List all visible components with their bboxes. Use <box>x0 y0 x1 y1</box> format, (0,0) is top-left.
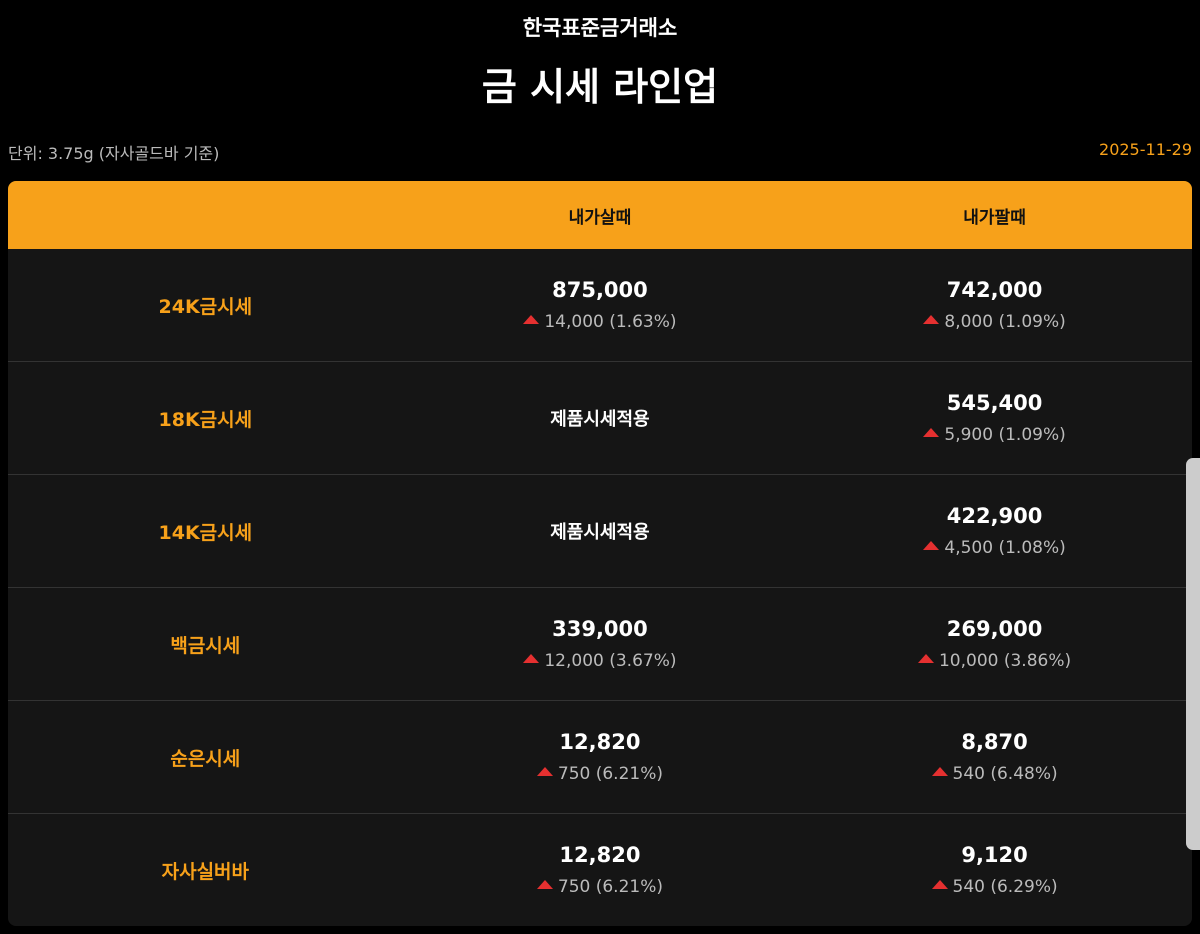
up-arrow-icon <box>931 767 948 776</box>
sell-change-value: 540 (6.29%) <box>952 877 1058 897</box>
up-arrow-icon <box>923 541 940 550</box>
sell-change: 540 (6.48%) <box>797 764 1192 784</box>
sell-cell: 545,400 5,900 (1.09%) <box>797 391 1192 445</box>
sell-change: 8,000 (1.09%) <box>797 312 1192 332</box>
buy-change-value: 12,000 (3.67%) <box>544 651 677 671</box>
unit-note: 단위: 3.75g (자사골드바 기준) <box>8 144 220 163</box>
up-arrow-icon <box>923 428 940 437</box>
row-label: 순은시세 <box>170 747 241 770</box>
table-row: 백금시세 339,000 12,000 (3.67%) 269,000 10,0… <box>8 587 1192 700</box>
company-name: 한국표준금거래소 <box>522 16 678 40</box>
buy-change-value: 750 (6.21%) <box>557 764 663 784</box>
buy-change-value: 750 (6.21%) <box>557 877 663 897</box>
sell-price: 8,870 <box>961 730 1028 754</box>
up-arrow-icon <box>923 315 940 324</box>
table-row: 18K금시세 제품시세적용 545,400 5,900 (1.09%) <box>8 361 1192 474</box>
page-title: 금 시세 라인업 <box>481 65 719 109</box>
table-header: 내가살때 내가팔때 <box>8 181 1192 249</box>
up-arrow-icon <box>536 767 553 776</box>
header-sell: 내가팔때 <box>963 207 1026 228</box>
sell-change-value: 5,900 (1.09%) <box>944 425 1066 445</box>
header-buy: 내가살때 <box>568 207 632 228</box>
sell-cell: 269,000 10,000 (3.86%) <box>797 617 1192 671</box>
row-label: 자사실버바 <box>161 860 250 883</box>
buy-cell: 339,000 12,000 (3.67%) <box>403 617 798 671</box>
sell-price: 545,400 <box>946 391 1043 415</box>
row-label: 백금시세 <box>170 634 241 657</box>
sell-price: 742,000 <box>946 278 1043 302</box>
table-row: 순은시세 12,820 750 (6.21%) 8,870 540 (6.48%… <box>8 700 1192 813</box>
buy-note: 제품시세적용 <box>550 522 650 543</box>
buy-change: 14,000 (1.63%) <box>403 312 798 332</box>
buy-cell: 12,820 750 (6.21%) <box>403 843 798 897</box>
table-row: 자사실버바 12,820 750 (6.21%) 9,120 540 (6.29… <box>8 813 1192 926</box>
sell-cell: 422,900 4,500 (1.08%) <box>797 504 1192 558</box>
sell-cell: 8,870 540 (6.48%) <box>797 730 1192 784</box>
sell-price: 269,000 <box>946 617 1043 641</box>
buy-price: 339,000 <box>552 617 648 641</box>
row-label: 24K금시세 <box>158 295 253 318</box>
price-date: 2025-11-29 <box>1099 140 1192 159</box>
sell-cell: 9,120 540 (6.29%) <box>797 843 1192 897</box>
sell-change-value: 4,500 (1.08%) <box>944 538 1066 558</box>
buy-price: 12,820 <box>559 730 641 754</box>
buy-cell: 12,820 750 (6.21%) <box>403 730 798 784</box>
row-label: 18K금시세 <box>158 408 253 431</box>
up-arrow-icon <box>523 315 540 324</box>
sell-change: 5,900 (1.09%) <box>797 425 1192 445</box>
up-arrow-icon <box>931 880 948 889</box>
sell-change: 4,500 (1.08%) <box>797 538 1192 558</box>
table-row: 24K금시세 875,000 14,000 (1.63%) 742,000 8,… <box>8 249 1192 361</box>
buy-price: 12,820 <box>559 843 641 867</box>
sell-price: 422,900 <box>946 504 1043 528</box>
sell-change: 10,000 (3.86%) <box>797 651 1192 671</box>
sell-change-value: 540 (6.48%) <box>952 764 1058 784</box>
table-row: 14K금시세 제품시세적용 422,900 4,500 (1.08%) <box>8 474 1192 587</box>
sell-change-value: 10,000 (3.86%) <box>938 651 1072 671</box>
sell-change-value: 8,000 (1.09%) <box>944 312 1066 332</box>
sell-cell: 742,000 8,000 (1.09%) <box>797 278 1192 332</box>
buy-change: 750 (6.21%) <box>403 877 798 897</box>
buy-change: 750 (6.21%) <box>403 764 798 784</box>
scrollbar[interactable] <box>1186 458 1200 850</box>
buy-price: 875,000 <box>552 278 648 302</box>
sell-price: 9,120 <box>961 843 1028 867</box>
row-label: 14K금시세 <box>158 521 253 544</box>
price-table: 내가살때 내가팔때 24K금시세 875,000 14,000 (1.63%) … <box>8 181 1192 926</box>
up-arrow-icon <box>536 880 553 889</box>
up-arrow-icon <box>523 654 540 663</box>
buy-note: 제품시세적용 <box>550 409 650 430</box>
buy-change: 12,000 (3.67%) <box>403 651 798 671</box>
up-arrow-icon <box>917 654 934 663</box>
sell-change: 540 (6.29%) <box>797 877 1192 897</box>
buy-cell: 875,000 14,000 (1.63%) <box>403 278 798 332</box>
buy-change-value: 14,000 (1.63%) <box>544 312 677 332</box>
